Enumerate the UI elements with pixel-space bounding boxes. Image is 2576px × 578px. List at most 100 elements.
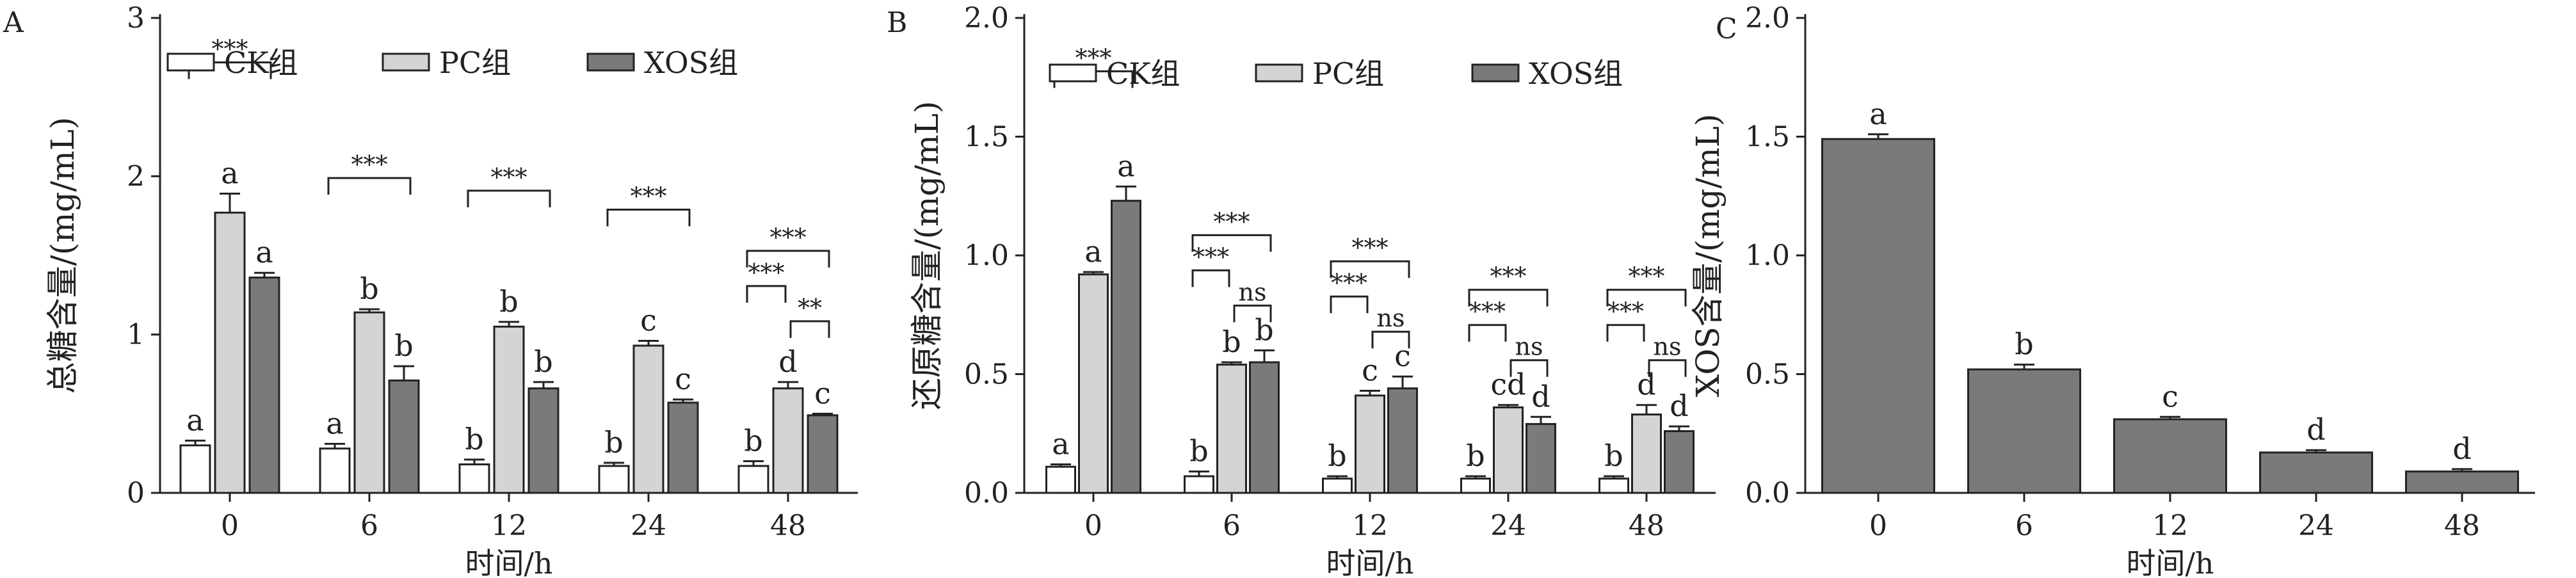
- legend-swatch: [1255, 63, 1303, 83]
- bar: [1111, 200, 1141, 494]
- significance-label: ***: [631, 182, 667, 211]
- significance-bracket: [789, 320, 830, 338]
- x-tick-label: 6: [360, 510, 378, 542]
- legend-swatch: [1049, 63, 1097, 83]
- x-axis-title: 时间/h: [1326, 546, 1413, 578]
- significance-label: ns: [1239, 278, 1267, 306]
- significance-label: **: [798, 294, 822, 322]
- y-tick-label: 1.5: [964, 121, 1009, 154]
- bar: [1664, 430, 1695, 494]
- legend-label: CK组: [224, 45, 298, 80]
- significance-letter: a: [186, 403, 204, 437]
- significance-bracket: [1191, 269, 1230, 287]
- bar: [1078, 273, 1109, 494]
- bar: [353, 311, 385, 494]
- bar: [737, 465, 769, 494]
- y-tick-label: 2.0: [1745, 2, 1790, 35]
- significance-label: ***: [1193, 243, 1229, 271]
- significance-letter: d: [1670, 389, 1688, 423]
- significance-letter: d: [778, 344, 797, 379]
- significance-label: ***: [491, 163, 527, 191]
- x-tick-label: 6: [1223, 510, 1241, 542]
- significance-letter: b: [1604, 438, 1623, 473]
- significance-letter: b: [360, 271, 378, 306]
- x-tick-label: 24: [631, 510, 666, 542]
- significance-letter: d: [1637, 367, 1655, 402]
- significance-label: ns: [1654, 333, 1682, 361]
- y-tick-label: 0.5: [1745, 358, 1790, 391]
- significance-label: ***: [351, 150, 388, 179]
- bar: [1460, 478, 1491, 494]
- bar: [319, 447, 351, 494]
- legend-swatch: [166, 52, 215, 72]
- x-tick-label: 24: [1490, 510, 1526, 542]
- y-tick-label: 2.0: [964, 2, 1009, 35]
- significance-letter: a: [1052, 426, 1069, 461]
- x-tick-label: 48: [1629, 510, 1664, 542]
- significance-letter: c: [2162, 379, 2178, 413]
- panel-label-B: B: [887, 6, 907, 39]
- bar: [598, 465, 630, 494]
- significance-label: ***: [212, 35, 248, 63]
- significance-letter: b: [1222, 325, 1241, 359]
- y-tick-label: 2: [127, 160, 145, 193]
- significance-label: ***: [748, 259, 785, 287]
- significance-bracket: [1468, 324, 1507, 342]
- significance-letter: a: [1084, 234, 1102, 269]
- bar: [1493, 406, 1524, 494]
- bar: [493, 325, 525, 494]
- x-tick-label: 12: [491, 510, 527, 542]
- significance-letter: c: [640, 303, 657, 338]
- bar: [2259, 451, 2373, 494]
- x-tick-label: 48: [770, 510, 806, 542]
- legend-swatch: [382, 52, 430, 72]
- significance-label: ns: [1515, 333, 1543, 361]
- x-tick-label: 24: [2298, 510, 2334, 542]
- significance-letter: d: [2452, 431, 2471, 466]
- significance-letter: b: [1189, 434, 1208, 469]
- y-tick-label: 0.5: [964, 358, 1009, 391]
- bar: [388, 379, 420, 494]
- significance-bracket: [1606, 324, 1645, 342]
- legend-label: PC组: [439, 45, 511, 80]
- significance-letter: d: [2306, 412, 2325, 447]
- significance-letter: a: [326, 406, 343, 440]
- legend-swatch: [1471, 63, 1520, 83]
- x-tick-label: 12: [1352, 510, 1388, 542]
- y-axis-title: 还原糖含量/(mg/mL): [908, 101, 946, 410]
- significance-label: ns: [1377, 304, 1405, 332]
- bar: [214, 211, 246, 494]
- significance-letter: cd: [1490, 367, 1525, 402]
- legend-label: XOS组: [644, 45, 738, 80]
- significance-label: ***: [1214, 207, 1250, 236]
- bar: [1821, 138, 1935, 494]
- x-tick-label: 48: [2444, 510, 2480, 542]
- significance-bracket: [746, 250, 830, 268]
- y-tick-label: 1.0: [1745, 239, 1790, 272]
- significance-label: ***: [1607, 298, 1644, 326]
- bar: [1184, 475, 1214, 494]
- significance-bracket: [1191, 234, 1272, 252]
- bar: [1322, 478, 1353, 494]
- significance-label: ***: [1331, 269, 1367, 297]
- significance-letter: d: [1531, 379, 1550, 413]
- significance-letter: b: [465, 422, 483, 456]
- bar: [179, 444, 211, 494]
- significance-letter: c: [675, 362, 691, 396]
- bar: [807, 414, 839, 494]
- y-tick-label: 1: [127, 319, 145, 351]
- y-axis-title: XOS含量/(mg/mL): [1689, 114, 1727, 397]
- x-axis-title: 时间/h: [465, 546, 552, 578]
- significance-label: ***: [770, 223, 807, 252]
- bar: [527, 387, 559, 494]
- legend-swatch: [586, 52, 635, 72]
- significance-label: ***: [1352, 234, 1389, 262]
- bar: [1967, 368, 2081, 494]
- x-tick-label: 0: [1869, 510, 1887, 542]
- legend-label: XOS组: [1529, 56, 1623, 91]
- bar: [632, 344, 664, 494]
- significance-label: ***: [1490, 262, 1527, 291]
- bar: [1249, 361, 1280, 494]
- y-tick-label: 0.0: [1745, 477, 1790, 510]
